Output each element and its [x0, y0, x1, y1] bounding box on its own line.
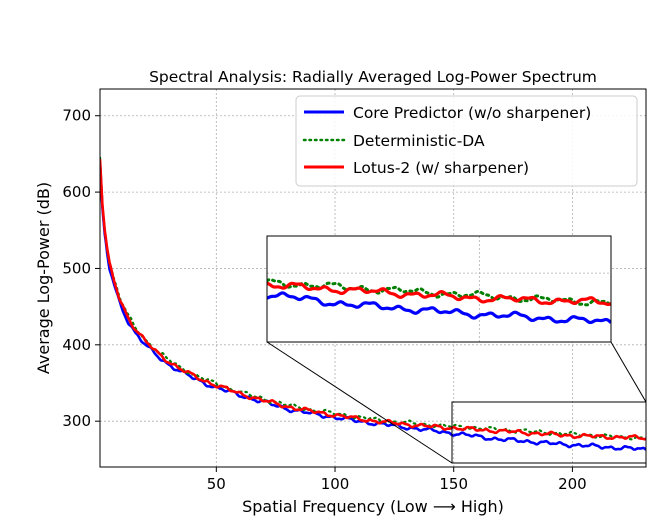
y-tick-label: 600	[62, 183, 91, 201]
y-tick-label: 700	[62, 107, 91, 125]
x-tick-label: 100	[321, 475, 350, 493]
x-tick-label: 200	[558, 475, 587, 493]
axis-ticks: 50 100 150 200 300 400 500 600 700	[62, 107, 586, 493]
x-axis-label: Spatial Frequency (Low ⟶ High)	[242, 497, 504, 516]
y-tick-label: 500	[62, 259, 91, 277]
main-plot-series	[100, 156, 646, 451]
legend-label-core-predictor: Core Predictor (w/o sharpener)	[353, 104, 591, 122]
legend-box	[295, 95, 638, 187]
zoom-connector-right	[610, 341, 647, 403]
y-axis-label: Average Log-Power (dB)	[34, 182, 53, 374]
main-plot-frame	[99, 88, 647, 468]
inset-grid-lines	[267, 236, 611, 342]
series-line-lotus-2-w-sharpener	[100, 159, 646, 441]
zoom-connector-left	[266, 341, 453, 464]
x-tick-label: 150	[439, 475, 468, 493]
inset-background	[267, 236, 611, 342]
y-tick-label: 400	[62, 336, 91, 354]
legend-label-lotus-2: Lotus-2 (w/ sharpener)	[353, 159, 529, 177]
inset-series-line-lotus-2-w-sharpener	[267, 281, 611, 307]
series-line-core-predictor-w-o-sharpener	[100, 161, 646, 451]
legend: Core Predictor (w/o sharpener) Determini…	[295, 95, 638, 187]
y-tick-label: 300	[62, 412, 91, 430]
inset-series-line-core-predictor-w-o-sharpener	[267, 291, 611, 325]
x-tick-label: 50	[207, 475, 226, 493]
zoom-region-box	[451, 401, 647, 464]
inset-frame	[266, 235, 612, 343]
inset-plot-series	[267, 278, 611, 325]
chart-title: Spectral Analysis: Radially Averaged Log…	[149, 68, 597, 86]
legend-label-deterministic-da: Deterministic-DA	[353, 132, 485, 150]
